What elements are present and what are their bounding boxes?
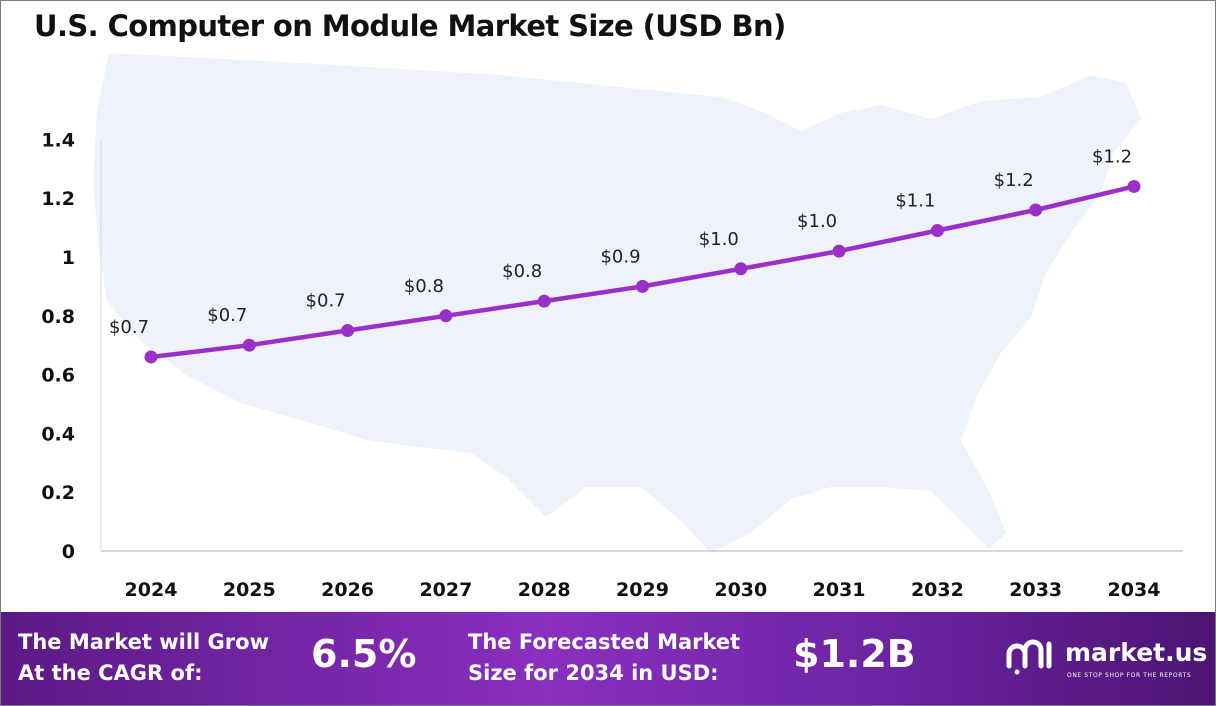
x-tick-label: 2026 xyxy=(321,579,374,601)
data-label: $1.2 xyxy=(994,170,1034,191)
data-label: $0.7 xyxy=(306,291,346,312)
data-point xyxy=(636,279,649,293)
data-label: $1.2 xyxy=(1092,146,1132,167)
cagr-label-line2: At the CAGR of: xyxy=(18,661,203,685)
market-us-logo-icon xyxy=(1006,639,1052,675)
x-tick-label: 2033 xyxy=(1009,579,1062,601)
y-tick-label: 0.4 xyxy=(41,423,75,445)
data-point xyxy=(537,294,551,308)
chart-title: U.S. Computer on Module Market Size (USD… xyxy=(34,9,786,43)
forecast-label-line1: The Forecasted Market xyxy=(468,630,741,654)
data-point xyxy=(930,224,944,238)
brand-tagline: ONE STOP SHOP FOR THE REPORTS xyxy=(1067,672,1192,679)
x-tick-label: 2025 xyxy=(223,579,276,601)
x-tick-label: 2024 xyxy=(125,579,178,601)
us-map-background xyxy=(93,53,1141,553)
y-tick-label: 0.8 xyxy=(41,306,75,328)
data-label: $0.8 xyxy=(404,276,444,297)
y-tick-label: 1.2 xyxy=(41,188,75,210)
x-tick-label: 2032 xyxy=(911,579,964,601)
data-label: $0.7 xyxy=(207,305,247,326)
brand-logo: market.us ONE STOP SHOP FOR THE REPORTS xyxy=(1005,632,1215,692)
y-tick-label: 0 xyxy=(62,541,75,563)
data-label: $0.7 xyxy=(109,317,149,338)
data-point xyxy=(144,350,158,364)
data-point xyxy=(341,324,355,337)
x-tick-label: 2029 xyxy=(616,579,669,601)
data-point xyxy=(1029,203,1043,217)
x-tick-label: 2027 xyxy=(419,579,472,601)
brand-name: market.us xyxy=(1065,638,1208,667)
data-label: $0.8 xyxy=(502,261,542,282)
y-tick-label: 0.6 xyxy=(41,365,75,387)
y-tick-label: 1.4 xyxy=(41,129,75,151)
y-tick-label: 0.2 xyxy=(41,482,75,504)
data-point xyxy=(1127,179,1141,193)
data-point xyxy=(832,244,846,258)
forecast-value: $1.2B xyxy=(793,632,916,676)
data-label: $1.1 xyxy=(895,191,935,212)
cagr-label-line1: The Market will Grow xyxy=(18,630,269,654)
x-tick-label: 2031 xyxy=(813,579,866,601)
footer-banner: The Market will Grow At the CAGR of: 6.5… xyxy=(1,612,1215,705)
data-label: $1.0 xyxy=(699,229,739,250)
data-label: $0.9 xyxy=(600,246,640,267)
data-point xyxy=(242,338,256,352)
data-point xyxy=(439,309,453,323)
x-tick-label: 2030 xyxy=(714,579,767,601)
x-tick-label: 2028 xyxy=(518,579,571,601)
cagr-value: 6.5% xyxy=(311,632,417,676)
data-label: $1.0 xyxy=(797,211,837,232)
y-tick-label: 1 xyxy=(62,247,75,269)
x-tick-label: 2034 xyxy=(1108,579,1161,601)
data-point xyxy=(734,262,748,276)
forecast-label-line2: Size for 2034 in USD: xyxy=(468,661,719,685)
